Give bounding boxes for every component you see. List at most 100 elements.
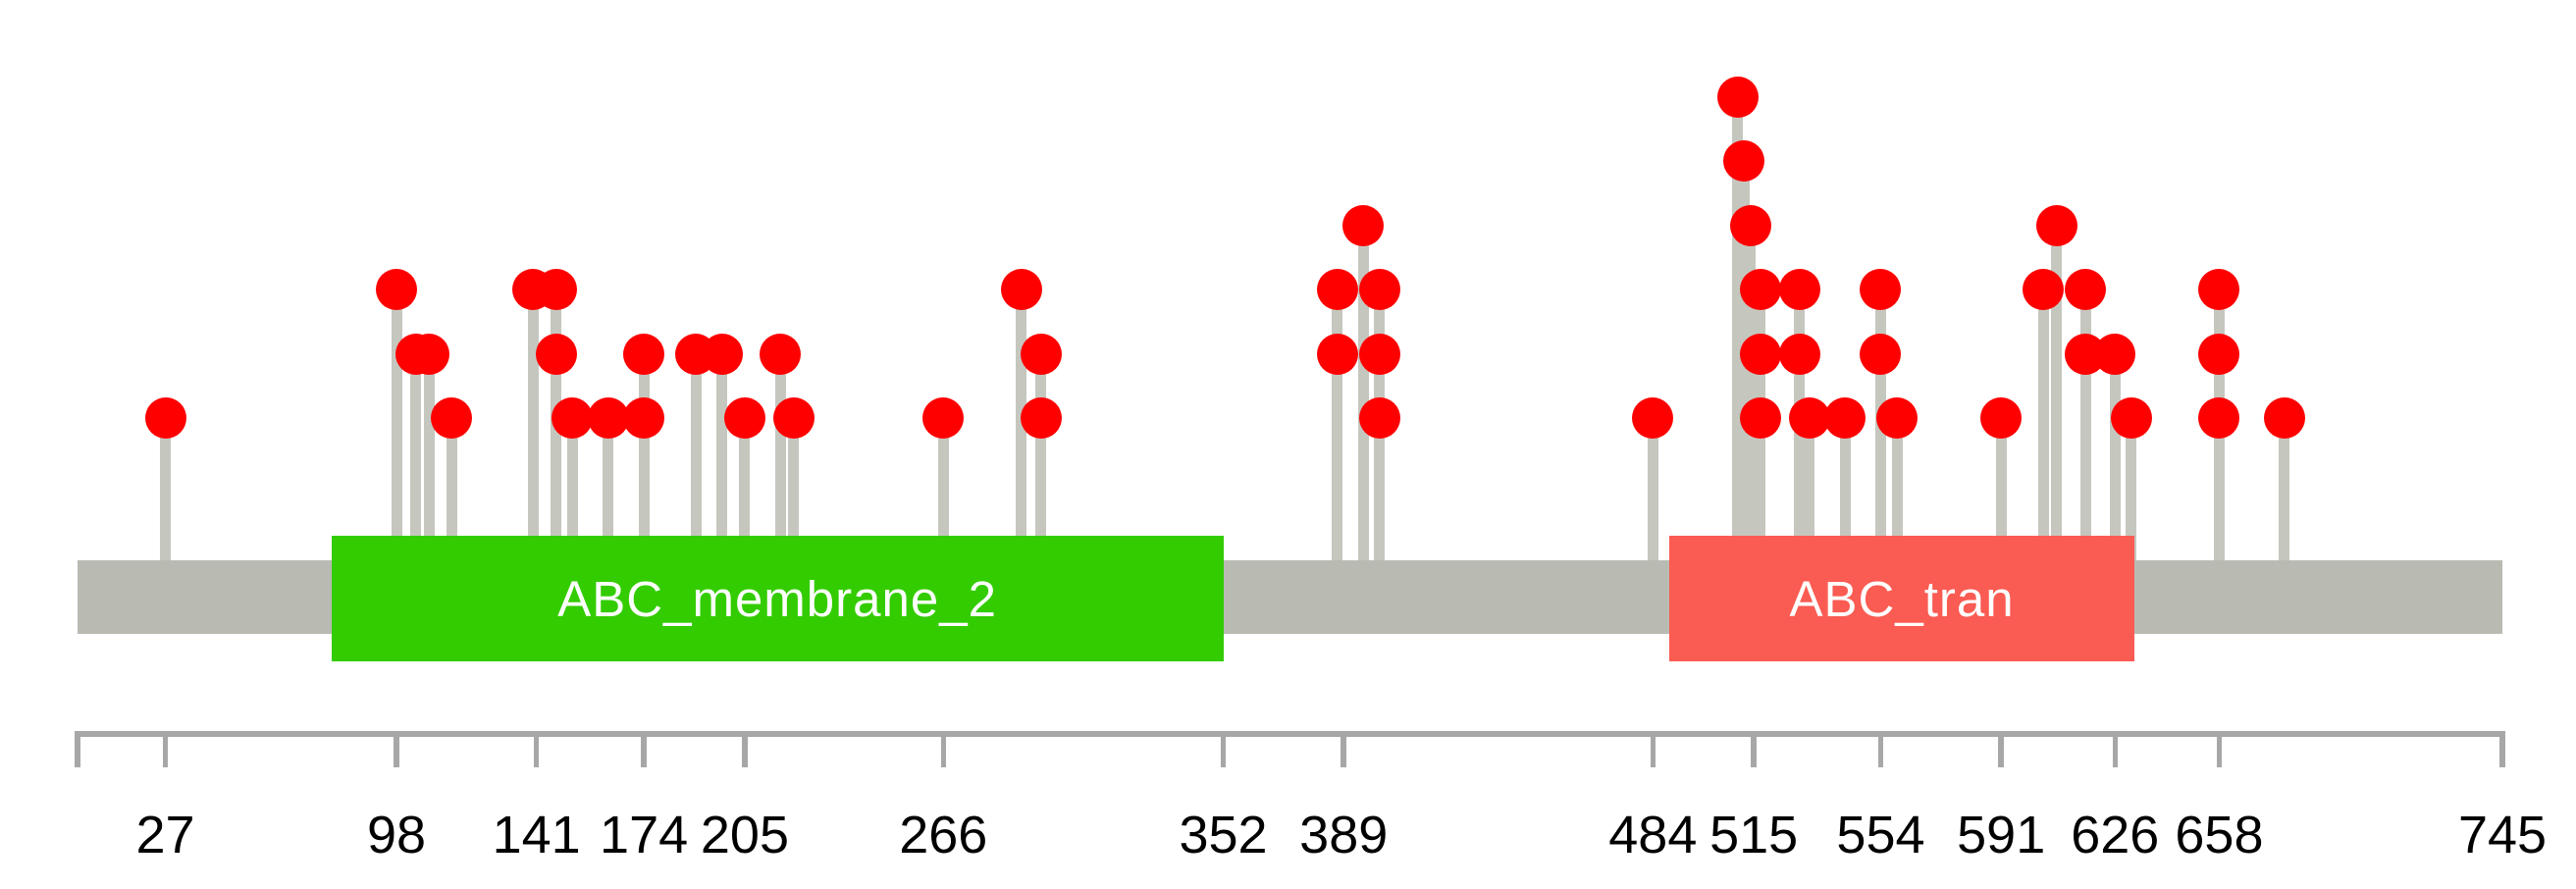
mutation-circle [2023,269,2065,310]
mutation-circle [1729,204,1771,246]
x-axis-tick [1877,736,1884,767]
mutation-circle [587,397,629,439]
mutation-circle [1876,397,1919,439]
lollipop-stick [1839,418,1851,598]
mutation-circle [535,333,577,375]
mutation-circle [535,269,577,310]
lollipop-stick [1874,289,1886,598]
lollipop-stick [1035,353,1047,598]
x-axis-tick [1220,736,1227,767]
lollipop-stick [638,353,650,598]
lollipop-stick [1794,289,1806,598]
lollipop-stick [527,289,539,598]
mutation-circle [2110,397,2152,439]
lollipop-stick [1755,289,1766,598]
mutation-circle [376,269,418,310]
mutation-circle [1020,333,1062,375]
lollipop-stick [2051,225,2063,598]
domain-box-ABC_tran: ABC_tran [1668,536,2135,661]
lollipop-stick [1016,289,1027,598]
mutation-circle [144,397,186,439]
x-axis-tick [2216,736,2223,767]
lollipop-stick [1891,418,1903,598]
lollipop-stick [2037,289,2049,598]
lollipop-stick [446,418,457,598]
mutation-circle [1316,269,1358,310]
mutation-circle [1778,269,1820,310]
mutation-circle [1020,397,1062,439]
mutation-circle [1739,397,1781,439]
lollipop-stick [1332,289,1343,598]
x-axis-tick-label: 98 [366,806,427,864]
lollipop-stick [739,418,751,598]
mutation-circle [760,333,802,375]
lollipop-stick [1995,418,2007,598]
mutation-circle [922,397,965,439]
x-axis-tick [533,736,540,767]
x-axis-tick [2499,736,2505,767]
mutation-circle [2198,397,2240,439]
mutation-circle [552,397,594,439]
lollipop-stick [391,289,402,598]
lollipop-stick [716,353,728,598]
x-axis-tick [2112,736,2119,767]
mutation-circle [2263,397,2305,439]
x-axis-tick-label: 352 [1179,806,1268,864]
mutation-circle [1358,397,1400,439]
mutation-circle [2035,204,2077,246]
x-axis-tick-label: 591 [1957,806,2046,864]
x-axis-left-bracket [75,731,80,767]
x-axis-tick-label: 484 [1608,806,1698,864]
lollipop-stick [551,289,562,598]
x-axis-tick [641,736,647,767]
x-axis-tick-label: 389 [1299,806,1389,864]
x-axis-tick-label: 266 [899,806,988,864]
mutation-circle [1000,269,1042,310]
mutation-circle [1860,269,1902,310]
lollipop-stick [1374,289,1386,598]
lollipop-stick [160,418,172,598]
lollipop-stick [2126,418,2137,598]
lollipop-stick [603,418,614,598]
x-axis-tick-label: 205 [700,806,789,864]
lollipop-stick [2213,289,2225,598]
x-axis-tick [742,736,748,767]
mutation-circle [1358,269,1400,310]
x-axis-tick-label: 626 [2071,806,2160,864]
mutation-circle [1358,333,1400,375]
domain-label-ABC_membrane_2: ABC_membrane_2 [557,570,997,627]
lollipop-stick [774,353,786,598]
mutation-circle [2198,269,2240,310]
lollipop-stick [937,418,949,598]
x-axis-line [75,731,2505,737]
mutation-circle [2065,269,2107,310]
x-axis-tick [1751,736,1757,767]
x-axis-tick-label: 745 [2457,806,2548,864]
x-axis-tick-label: 554 [1836,806,1925,864]
x-axis-tick-label: 174 [600,806,689,864]
lollipop-stick [423,353,435,598]
mutation-circle [723,397,765,439]
mutation-circle [1342,204,1385,246]
domain-label-ABC_tran: ABC_tran [1789,570,2015,627]
mutation-circle [431,397,473,439]
mutation-circle [1632,397,1674,439]
mutation-circle [1980,397,2023,439]
mutation-circle [2198,333,2240,375]
lollipop-stick [410,353,422,598]
x-axis-tick [162,736,169,767]
mutation-circle [623,333,665,375]
x-axis-tick-label: 658 [2175,806,2264,864]
mutation-circle [1316,333,1358,375]
x-axis-tick-label: 27 [135,806,195,864]
x-axis-tick-label: 515 [1709,806,1799,864]
mutation-circle [1788,397,1830,439]
lollipop-stick [1738,161,1750,598]
mutation-circle [408,333,450,375]
lollipop-stick [2109,353,2121,598]
lollipop-stick [1732,96,1744,598]
domain-box-ABC_membrane_2: ABC_membrane_2 [331,536,1224,661]
mutation-circle [1723,140,1765,182]
lollipop-stick [566,418,578,598]
